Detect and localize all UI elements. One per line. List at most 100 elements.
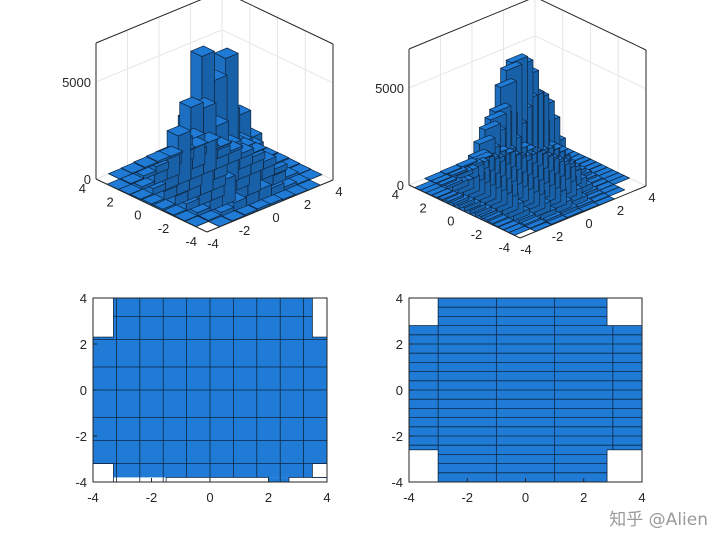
x-tick-label: 4: [638, 490, 645, 505]
back-frame-line: [408, 0, 530, 50]
bar-top-face: [455, 157, 478, 168]
x-tick-label: 0: [585, 216, 592, 231]
y-axis-line: [95, 178, 208, 233]
bar-top-face: [484, 110, 507, 121]
empty-cell: [288, 476, 327, 482]
x-tick-label: 4: [335, 184, 342, 199]
bar-area: [409, 298, 642, 482]
gridline-z-side: [534, 35, 647, 90]
histogram-topview-left: -4 -2 0 2 4 4 2 0 -2 -4: [75, 291, 330, 505]
y-tick-label: 4: [396, 291, 403, 306]
bar: [424, 171, 447, 182]
x-tick-label: 2: [617, 203, 624, 218]
bar-top-face: [440, 164, 463, 175]
y-tick-label: 2: [396, 337, 403, 352]
bar-tile: [113, 298, 313, 338]
bar-top-face: [500, 61, 523, 72]
bar: [197, 209, 222, 222]
bar-area: [93, 298, 327, 482]
bar-tile: [409, 325, 642, 450]
bar-top-face: [133, 156, 158, 168]
histogram-3d-right: -4 -2 0 2 4 4 2 0 -2 -4 0 5000: [375, 0, 656, 257]
bar-top-face: [108, 168, 133, 180]
y-tick-label: -2: [158, 221, 170, 236]
back-frame-line: [95, 0, 202, 44]
x-tick-label: 0: [522, 490, 529, 505]
y-tick-label: 4: [80, 291, 87, 306]
histogram-3d-left: -4 -2 0 2 4 4 2 0 -2 -4 0 5000: [62, 0, 343, 251]
empty-cell: [311, 298, 327, 338]
y-tick-label: 0: [80, 383, 87, 398]
x-tick-label: 2: [265, 490, 272, 505]
x-tick-label: -4: [87, 490, 99, 505]
x-tick-label: -4: [403, 490, 415, 505]
back-frame-line: [540, 0, 647, 51]
histogram-topview-right: -4 -2 0 2 4 4 2 0 -2 -4: [391, 291, 645, 505]
bar-top-face: [494, 78, 517, 88]
bar-top-face: [429, 173, 452, 184]
y-tick-label: 2: [107, 194, 114, 209]
y-tick-label: -2: [471, 227, 483, 242]
x-tick-label: -2: [461, 490, 473, 505]
x-tick-label: 4: [648, 190, 655, 205]
back-frame-line: [239, 0, 334, 45]
z-tick-label: 5000: [375, 81, 404, 96]
y-axis-line: [408, 184, 521, 239]
y-tick-label: -4: [391, 475, 403, 490]
y-tick-label: 2: [80, 337, 87, 352]
y-tick-label: 4: [79, 181, 86, 196]
x-tick-label: -2: [146, 490, 158, 505]
bar-top-face: [430, 187, 453, 198]
empty-cell: [93, 298, 114, 338]
bar-top-face: [479, 120, 501, 131]
y-tick-label: -4: [185, 234, 197, 249]
y-tick-label: -4: [498, 240, 510, 255]
y-tick-label: -2: [391, 429, 403, 444]
bar-front-face: [225, 52, 239, 186]
bar-top-face: [166, 125, 192, 137]
bar-top-face: [179, 96, 204, 108]
x-tick-label: 2: [304, 197, 311, 212]
x-tick-label: 2: [580, 490, 587, 505]
empty-cell: [409, 298, 439, 327]
x-axis-line: [519, 185, 647, 239]
bar-top-face: [473, 134, 496, 145]
y-tick-label: 0: [396, 383, 403, 398]
bar: [108, 168, 133, 180]
empty-cell: [165, 476, 269, 482]
z-tick-label: 0: [84, 172, 91, 187]
empty-cell: [606, 449, 642, 482]
bar-top-face: [489, 102, 512, 113]
bar-top-face: [128, 188, 154, 200]
gridline-z-back: [408, 35, 536, 89]
y-tick-label: 0: [447, 214, 454, 229]
watermark: 知乎 @Alien: [609, 510, 708, 530]
bar-tile: [268, 477, 289, 482]
bar-top-face: [424, 171, 447, 182]
x-axis-line: [206, 179, 334, 233]
gridline-z-back: [95, 29, 223, 83]
x-tick-label: 0: [206, 490, 213, 505]
y-tick-label: 2: [420, 200, 427, 215]
x-tick-label: 0: [272, 210, 279, 225]
bar-top-face: [505, 53, 528, 64]
y-tick-label: -4: [75, 475, 87, 490]
empty-cell: [311, 463, 327, 478]
bar-top-face: [190, 45, 215, 57]
empty-cell: [409, 449, 439, 482]
x-tick-label: -4: [520, 242, 532, 257]
x-tick-label: -2: [552, 229, 564, 244]
gridline-z-side: [221, 29, 334, 84]
x-tick-label: 4: [323, 490, 330, 505]
empty-cell: [93, 463, 114, 482]
y-tick-label: -2: [75, 429, 87, 444]
bar-top-face: [120, 162, 146, 174]
z-tick-label: 0: [397, 178, 404, 193]
x-tick-label: -2: [239, 223, 251, 238]
empty-cell: [606, 298, 642, 327]
bar-top-face: [146, 150, 171, 162]
bar-top-face: [214, 47, 239, 59]
x-tick-label: -4: [207, 236, 219, 251]
y-tick-label: 0: [134, 208, 141, 223]
